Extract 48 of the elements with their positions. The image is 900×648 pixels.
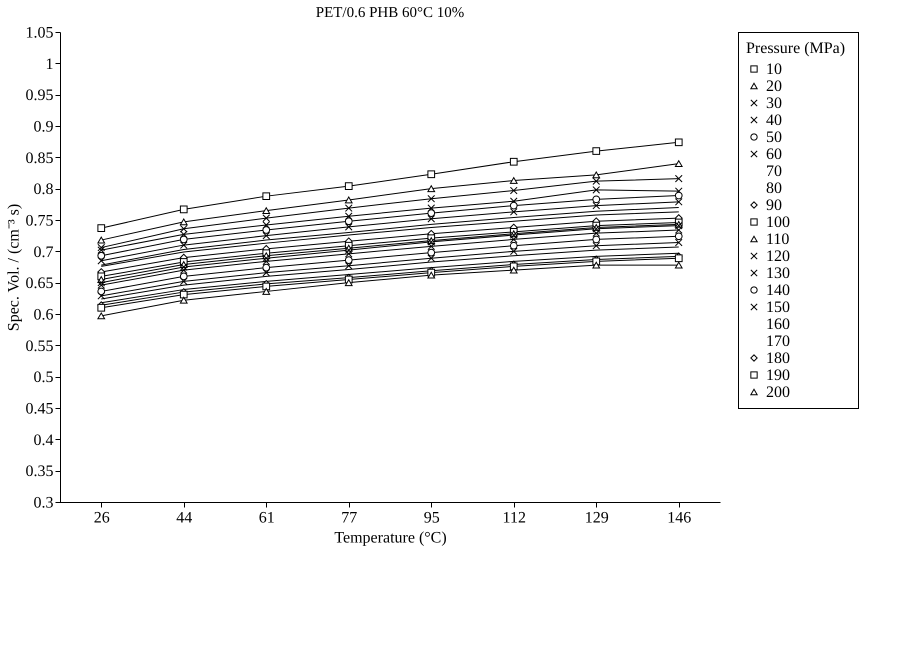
legend-label: 140 — [766, 282, 790, 299]
legend-label: 20 — [766, 78, 782, 95]
legend-label: 110 — [766, 231, 790, 248]
y-tick-label: 0.85 — [26, 150, 54, 167]
x-tick-label: 112 — [502, 510, 526, 526]
legend-label: 200 — [766, 384, 790, 401]
y-tick-label: 1 — [46, 56, 54, 73]
y-tick-label: 0.35 — [26, 463, 54, 480]
x-tick-label: 26 — [94, 510, 110, 526]
legend-label: 120 — [766, 248, 790, 265]
x-tick-label: 129 — [584, 510, 609, 526]
text: 160 — [766, 316, 790, 333]
x-tick-label: 95 — [424, 510, 440, 526]
legend-label: 180 — [766, 350, 790, 367]
y-axis-title: Spec. Vol. / (cm⁻³ s) — [6, 204, 22, 332]
legend-label: 130 — [766, 265, 790, 282]
legend-label: 30 — [766, 95, 782, 112]
y-tick-label: 0.5 — [34, 369, 54, 386]
x-tick-label: 77 — [341, 510, 358, 526]
x-tick-label: 44 — [176, 510, 192, 526]
y-tick-label: 0.65 — [26, 275, 54, 292]
text: 70 — [766, 163, 782, 180]
y-tick-label: 0.95 — [26, 87, 54, 104]
y-tick-label: 0.4 — [34, 432, 54, 449]
x-tick-label: 146 — [667, 510, 692, 526]
legend-label: 190 — [766, 367, 790, 384]
y-tick-label: 0.45 — [26, 400, 54, 418]
text: 80 — [766, 180, 782, 197]
legend-label: 90 — [766, 197, 782, 214]
legend-label: 100 — [766, 214, 790, 231]
y-tick-label: 1.05 — [26, 24, 54, 42]
y-tick-label: 0.8 — [34, 181, 54, 198]
legend-label: 150 — [766, 299, 790, 316]
y-tick-label: 0.75 — [26, 212, 54, 230]
y-tick-label: 0.9 — [34, 118, 54, 136]
y-tick-label: 0.7 — [34, 244, 54, 261]
y-tick-label: 0.55 — [26, 338, 54, 355]
y-tick-label: 0.3 — [34, 494, 54, 512]
chart-title: PET/0.6 PHB 60°C 10% — [316, 5, 464, 21]
legend-label: 40 — [766, 112, 782, 129]
legend-label: 50 — [766, 129, 782, 146]
legend-title: Pressure (MPa) — [746, 40, 846, 57]
legend-label: 10 — [766, 61, 782, 78]
x-tick-label: 61 — [258, 510, 275, 526]
text: 170 — [766, 333, 790, 350]
y-tick-label: 0.6 — [34, 306, 54, 324]
legend-label: 60 — [766, 146, 782, 163]
x-axis-title: Temperature (°C) — [334, 530, 447, 546]
